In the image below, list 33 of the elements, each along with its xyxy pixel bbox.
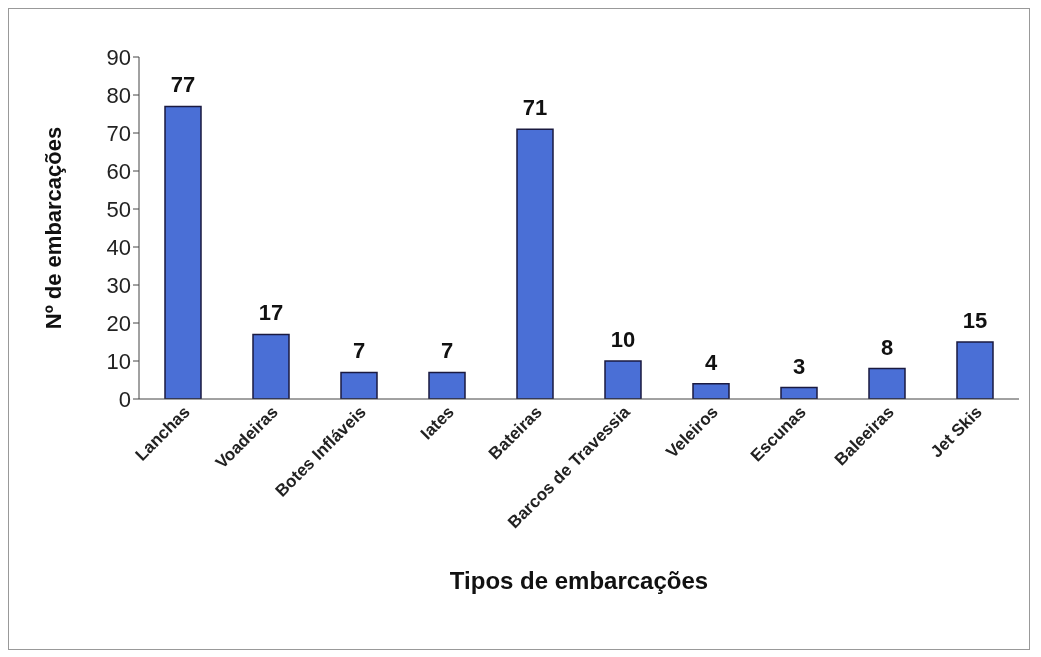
data-label: 15 bbox=[962, 308, 988, 333]
y-tick-label: 80 bbox=[106, 82, 131, 108]
bar bbox=[604, 360, 642, 399]
y-tick-label: 90 bbox=[106, 44, 131, 70]
bar bbox=[692, 383, 730, 399]
y-tick-label: 30 bbox=[106, 272, 131, 298]
data-label: 3 bbox=[792, 353, 806, 379]
data-label: 7 bbox=[440, 338, 454, 364]
data-label: 77 bbox=[170, 72, 196, 98]
y-tick-label: 60 bbox=[106, 158, 131, 184]
data-label: 4 bbox=[704, 349, 718, 375]
data-label: 8 bbox=[880, 334, 894, 360]
y-tick-label: 40 bbox=[106, 234, 131, 260]
bar bbox=[780, 386, 818, 399]
y-tick-label: 20 bbox=[106, 310, 131, 336]
data-label: 7 bbox=[352, 338, 366, 364]
bar bbox=[428, 371, 466, 399]
y-axis-title: Nº de embarcações bbox=[40, 126, 66, 330]
data-label: 17 bbox=[258, 300, 284, 326]
x-axis-title: Tipos de embarcações bbox=[449, 567, 709, 594]
bar bbox=[516, 128, 554, 399]
bar bbox=[252, 333, 290, 399]
y-tick-label: 50 bbox=[106, 196, 131, 222]
data-label: 10 bbox=[610, 327, 636, 352]
bar bbox=[164, 105, 202, 399]
x-tick-label: Jet Skis bbox=[926, 402, 986, 462]
bar bbox=[340, 371, 378, 399]
bar bbox=[956, 341, 994, 399]
data-label: 71 bbox=[522, 95, 548, 121]
y-tick-label: 70 bbox=[106, 120, 131, 146]
bar bbox=[868, 367, 906, 399]
y-tick-label: 0 bbox=[118, 386, 131, 412]
y-tick-label: 10 bbox=[106, 348, 131, 374]
